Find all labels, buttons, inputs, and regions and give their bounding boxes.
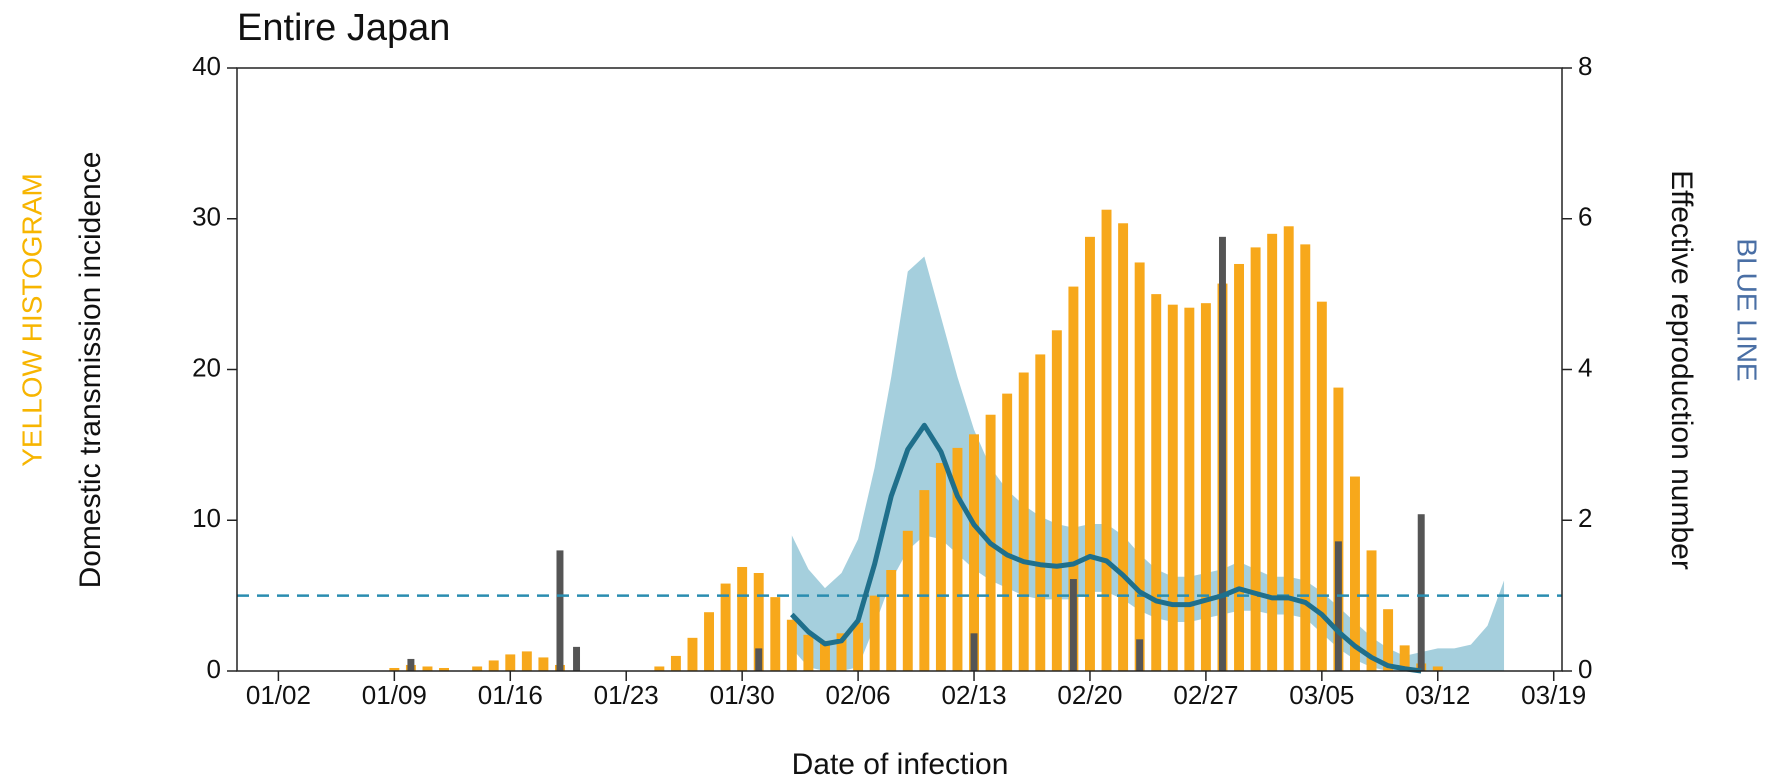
bar: [753, 573, 764, 671]
bar: [1399, 645, 1410, 671]
bar: [935, 462, 946, 671]
x-tick-label: 01/09: [362, 680, 427, 710]
x-tick-label: 02/06: [826, 680, 891, 710]
bar: [803, 634, 814, 671]
annotation: BLUE LINE: [1732, 238, 1763, 381]
bar: [1366, 550, 1377, 671]
x-tick-label: 01/30: [710, 680, 775, 710]
y-axis-label: Domestic transmission incidence: [74, 152, 107, 589]
bar: [1283, 226, 1294, 671]
confidence-band: [791, 256, 1505, 671]
bar: [1200, 303, 1211, 671]
y2-tick-label: 6: [1578, 202, 1592, 232]
bar: [755, 648, 763, 671]
bar: [1250, 247, 1261, 671]
bar: [737, 566, 748, 671]
bar: [1432, 666, 1443, 671]
bar: [853, 622, 864, 671]
bar: [836, 633, 847, 671]
bar: [869, 595, 880, 671]
y-tick-label: 20: [192, 352, 221, 382]
y-tick-label: 30: [192, 202, 221, 232]
bar: [1300, 244, 1311, 671]
bar: [1085, 236, 1095, 671]
bar: [1101, 209, 1112, 671]
bar: [704, 612, 714, 671]
bar: [1151, 294, 1162, 671]
bar: [1184, 307, 1195, 671]
bar: [389, 667, 400, 671]
bar: [1068, 286, 1079, 671]
line: [790, 422, 1422, 674]
bar: [1316, 301, 1327, 671]
bar: [820, 640, 830, 671]
bar: [1218, 236, 1226, 671]
bar: [770, 597, 781, 671]
x-tick-label: 01/16: [478, 680, 543, 710]
bar: [952, 447, 963, 671]
y2-axis-label: Effective reproduction number: [1665, 170, 1698, 570]
bar: [573, 646, 581, 671]
x-tick-label: 03/19: [1521, 680, 1586, 710]
bar: [1136, 639, 1144, 671]
x-tick-label: 01/23: [594, 680, 659, 710]
bar: [1267, 233, 1278, 671]
x-tick-label: 03/12: [1405, 680, 1470, 710]
bar: [1333, 387, 1344, 671]
bar: [1002, 393, 1013, 671]
bar: [970, 633, 978, 671]
bar: [1350, 476, 1360, 671]
bar: [488, 660, 499, 671]
y-tick-label: 0: [207, 654, 221, 684]
y2-tick-label: 8: [1578, 51, 1592, 81]
bar: [1134, 262, 1145, 671]
y2-tick-label: 0: [1578, 654, 1592, 684]
annotation: YELLOW HISTOGRAM: [16, 173, 47, 467]
bar: [1167, 304, 1178, 671]
bar: [472, 666, 483, 671]
x-axis-label: Date of infection: [792, 748, 1009, 781]
chart-title: Entire Japan: [237, 7, 450, 49]
bar: [902, 530, 913, 671]
bar: [670, 655, 681, 671]
bar: [439, 667, 449, 671]
bar: [556, 550, 564, 671]
bar: [720, 583, 731, 671]
bar: [786, 619, 797, 671]
bar: [538, 657, 549, 671]
y-tick-label: 40: [192, 51, 221, 81]
x-tick-label: 02/20: [1057, 680, 1122, 710]
x-tick-label: 01/02: [246, 680, 311, 710]
y2-tick-label: 2: [1578, 503, 1592, 533]
y-tick-label: 10: [192, 503, 221, 533]
bar: [1018, 372, 1029, 671]
bar: [1051, 330, 1062, 671]
bar: [886, 569, 897, 671]
bar: [407, 658, 415, 671]
bar: [1118, 223, 1129, 671]
bar: [654, 666, 665, 671]
bar: [969, 434, 979, 671]
bar: [919, 490, 930, 671]
x-tick-label: 02/27: [1173, 680, 1238, 710]
bar: [1035, 354, 1046, 671]
x-tick-label: 03/05: [1289, 680, 1354, 710]
bar: [1383, 609, 1394, 671]
bar: [1334, 541, 1342, 671]
bar: [1069, 579, 1077, 671]
bar: [505, 654, 516, 671]
x-tick-label: 02/13: [941, 680, 1006, 710]
y2-tick-label: 4: [1578, 352, 1592, 382]
bar: [1417, 514, 1425, 671]
bar: [687, 637, 698, 671]
bar: [521, 651, 532, 671]
bar: [422, 666, 433, 671]
bar: [1234, 263, 1244, 671]
